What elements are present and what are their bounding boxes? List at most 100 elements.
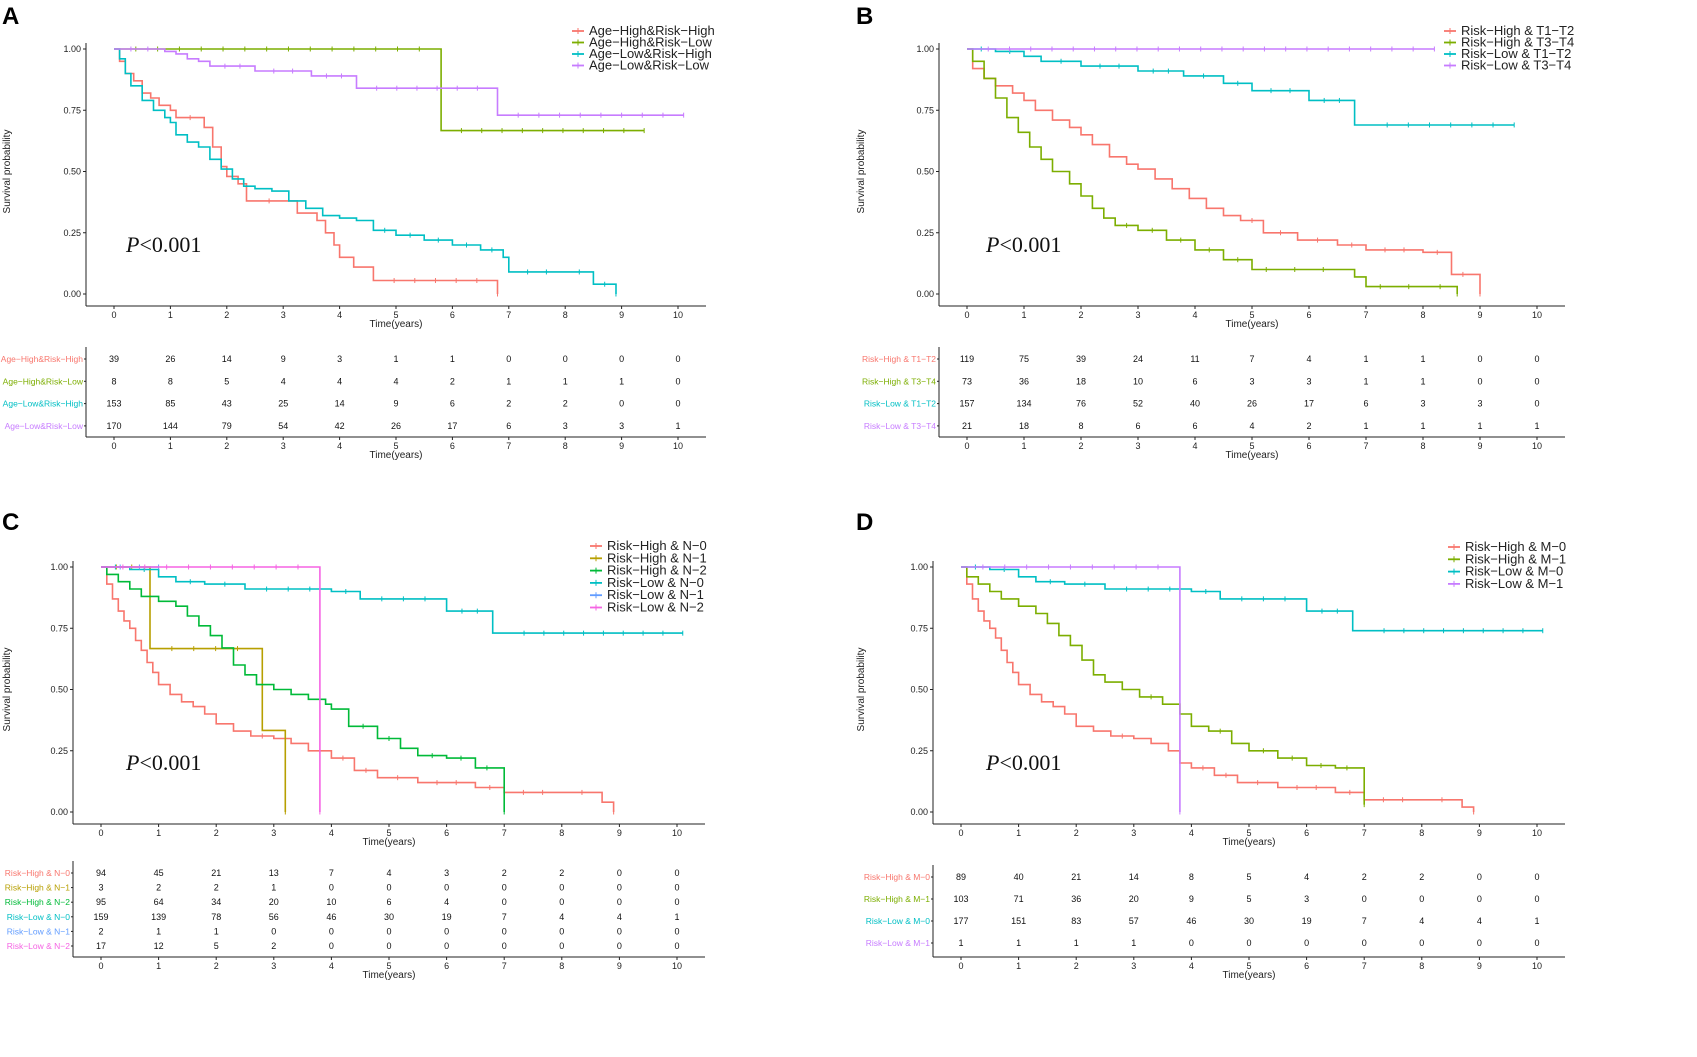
x-tick-label: 0 bbox=[964, 310, 969, 320]
x-tick-label: 2 bbox=[1074, 828, 1079, 838]
risk-table-cell: 0 bbox=[502, 897, 507, 907]
risk-x-axis-title: Time(years) bbox=[370, 450, 423, 461]
risk-x-tick-label: 0 bbox=[111, 441, 116, 451]
risk-table-cell: 0 bbox=[674, 941, 679, 951]
p-value-prefix: P bbox=[125, 750, 139, 775]
risk-table-cell: 71 bbox=[1014, 894, 1024, 904]
km-panel-c: C 0.00 0.25 0.50 0.75 1.00 Survival probabilit… bbox=[2, 509, 707, 981]
risk-table-cell: 1 bbox=[1534, 421, 1539, 431]
risk-table-cell: 6 bbox=[1192, 421, 1197, 431]
risk-table-cell: 1 bbox=[271, 883, 276, 893]
risk-table-cell: 25 bbox=[278, 399, 288, 409]
legend-entry-3: Risk−High & N−2 bbox=[607, 563, 707, 578]
risk-table-cell: 170 bbox=[106, 421, 121, 431]
legend-entry-1: Risk−High & T1−T2 bbox=[1461, 23, 1574, 38]
risk-table-cell: 6 bbox=[1135, 421, 1140, 431]
p-value-label: P<0.001 bbox=[125, 750, 201, 775]
risk-table-cell: 4 bbox=[1249, 421, 1254, 431]
risk-table-cell: 85 bbox=[165, 399, 175, 409]
risk-table-cell: 1 bbox=[1131, 938, 1136, 948]
risk-table-cell: 73 bbox=[962, 376, 972, 386]
p-value-prefix: P bbox=[985, 750, 999, 775]
risk-table-cell: 24 bbox=[1133, 354, 1143, 364]
risk-table-cell: 0 bbox=[617, 883, 622, 893]
legend-entry-1: Age−High&Risk−High bbox=[589, 23, 715, 38]
legend-entry-4: Age−Low&Risk−Low bbox=[589, 58, 710, 73]
y-tick-label: 0.50 bbox=[50, 685, 68, 695]
risk-x-tick-label: 2 bbox=[1078, 441, 1083, 451]
risk-table-cell: 3 bbox=[444, 868, 449, 878]
legend-entry-2: Risk−High & M−1 bbox=[1465, 551, 1566, 566]
risk-x-axis-title: Time(years) bbox=[1226, 450, 1279, 461]
risk-table-cell: 12 bbox=[154, 941, 164, 951]
x-tick-label: 8 bbox=[563, 310, 568, 320]
risk-table-cell: 11 bbox=[1190, 354, 1199, 364]
risk-table-cell: 39 bbox=[1076, 354, 1086, 364]
risk-table-cell: 6 bbox=[1192, 376, 1197, 386]
risk-table-cell: 89 bbox=[956, 872, 966, 882]
x-tick-label: 9 bbox=[1477, 310, 1482, 320]
risk-x-tick-label: 4 bbox=[1189, 961, 1194, 971]
risk-table-cell: 0 bbox=[675, 399, 680, 409]
risk-x-tick-label: 2 bbox=[1074, 961, 1079, 971]
p-value-prefix: P bbox=[985, 232, 999, 257]
risk-table-cell: 40 bbox=[1014, 872, 1024, 882]
risk-table-cell: 13 bbox=[269, 868, 279, 878]
risk-table-cell: 21 bbox=[211, 868, 221, 878]
risk-x-axis-title: Time(years) bbox=[1223, 970, 1276, 981]
p-value-text: <0.001 bbox=[139, 232, 201, 257]
risk-table-row-label: Risk−Low & T1−T2 bbox=[864, 399, 936, 409]
risk-table-cell: 0 bbox=[444, 883, 449, 893]
risk-table-cell: 20 bbox=[269, 897, 279, 907]
x-tick-label: 0 bbox=[958, 828, 963, 838]
risk-table-cell: 0 bbox=[386, 941, 391, 951]
x-tick-label: 7 bbox=[502, 828, 507, 838]
x-tick-label: 1 bbox=[1021, 310, 1026, 320]
risk-table-cell: 0 bbox=[386, 883, 391, 893]
risk-x-tick-label: 5 bbox=[386, 961, 391, 971]
risk-table-cell: 0 bbox=[1534, 894, 1539, 904]
risk-table-cell: 0 bbox=[674, 897, 679, 907]
y-tick-label: 0.25 bbox=[63, 228, 81, 238]
risk-table-cell: 18 bbox=[1076, 376, 1086, 386]
x-tick-label: 8 bbox=[1420, 310, 1425, 320]
risk-table-cell: 0 bbox=[1189, 938, 1194, 948]
survival-curve-1 bbox=[114, 48, 499, 294]
risk-table-cell: 157 bbox=[959, 399, 974, 409]
y-axis-title: Survival probability bbox=[856, 648, 867, 732]
risk-table-cell: 0 bbox=[1534, 354, 1539, 364]
x-tick-label: 5 bbox=[1246, 828, 1251, 838]
risk-table-cell: 3 bbox=[98, 883, 103, 893]
risk-table-cell: 8 bbox=[1078, 421, 1083, 431]
risk-table-cell: 0 bbox=[559, 883, 564, 893]
risk-table-cell: 5 bbox=[214, 941, 219, 951]
risk-table-row-label: Risk−Low & M−1 bbox=[866, 938, 931, 948]
risk-x-tick-label: 9 bbox=[1477, 961, 1482, 971]
x-tick-label: 4 bbox=[1192, 310, 1197, 320]
y-tick-label: 0.50 bbox=[916, 167, 934, 177]
risk-table-cell: 0 bbox=[559, 897, 564, 907]
risk-x-tick-label: 0 bbox=[958, 961, 963, 971]
risk-table-cell: 0 bbox=[617, 897, 622, 907]
legend-entry-1: Risk−High & M−0 bbox=[1465, 539, 1566, 554]
risk-table-cell: 56 bbox=[269, 912, 279, 922]
y-tick-label: 0.00 bbox=[50, 807, 68, 817]
risk-x-tick-label: 4 bbox=[337, 441, 342, 451]
risk-table-cell: 0 bbox=[444, 941, 449, 951]
risk-table-cell: 0 bbox=[675, 376, 680, 386]
survival-curve-4 bbox=[961, 566, 1181, 812]
x-axis-title: Time(years) bbox=[1223, 837, 1276, 848]
risk-x-tick-label: 4 bbox=[1192, 441, 1197, 451]
risk-table-cell: 2 bbox=[1419, 872, 1424, 882]
survival-curve-3 bbox=[114, 48, 617, 294]
risk-table-cell: 1 bbox=[1363, 421, 1368, 431]
survival-curve-1 bbox=[101, 566, 615, 812]
x-tick-label: 2 bbox=[214, 828, 219, 838]
risk-table-cell: 103 bbox=[953, 894, 968, 904]
risk-table-cell: 0 bbox=[444, 926, 449, 936]
risk-x-tick-label: 0 bbox=[98, 961, 103, 971]
x-tick-label: 3 bbox=[1135, 310, 1140, 320]
risk-table-cell: 1 bbox=[1534, 916, 1539, 926]
risk-table-row-label: Age−Low&Risk−Low bbox=[5, 421, 84, 431]
x-tick-label: 3 bbox=[1131, 828, 1136, 838]
